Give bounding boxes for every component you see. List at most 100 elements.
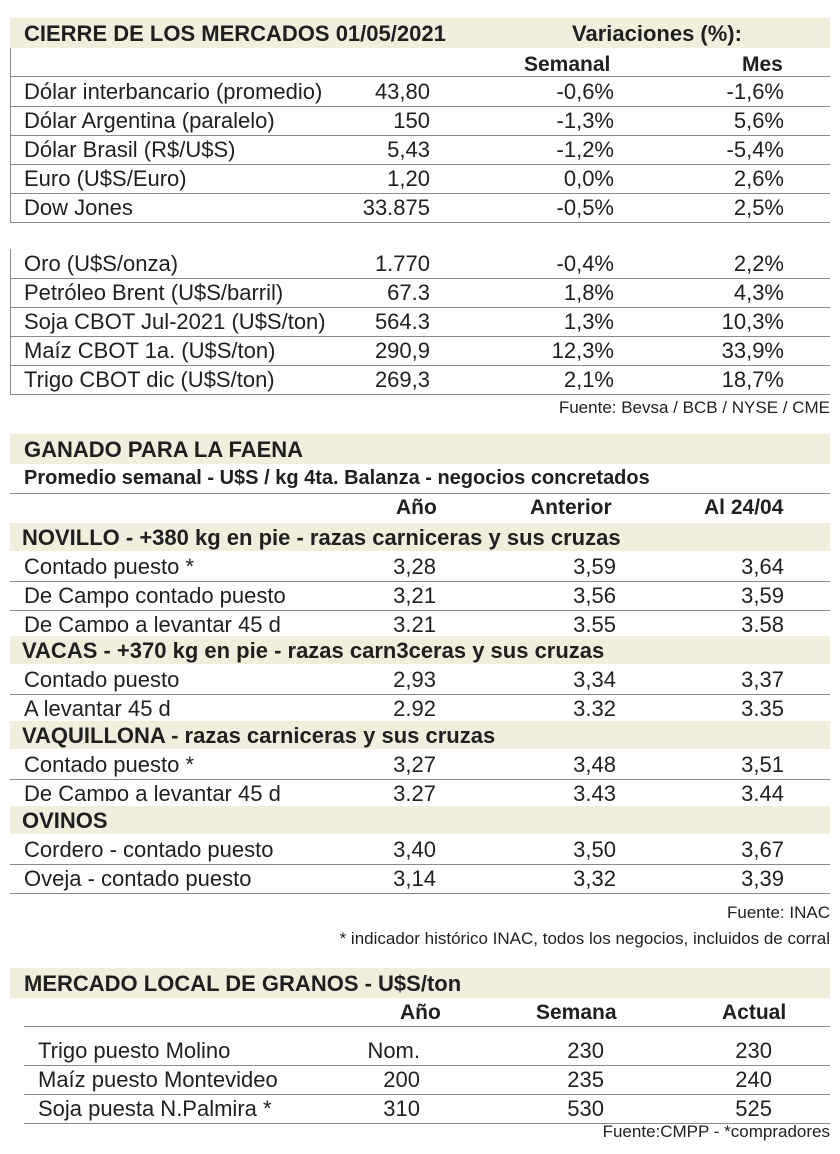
row-month: 5,6% <box>733 108 784 133</box>
markets-source: Fuente: Bevsa / BCB / NYSE / CME <box>558 398 830 417</box>
row-weekly: 1,3% <box>563 309 614 334</box>
cattle-subtitle: Promedio semanal - U$S / kg 4ta. Balanza… <box>24 467 650 489</box>
row-label: Dow Jones <box>24 195 133 220</box>
row-label: Soja CBOT Jul-2021 (U$S/ton) <box>24 309 326 334</box>
table-row: Dólar Argentina (paralelo) 150 -1,3% 5,6% <box>10 106 830 136</box>
row-date: 3,59 <box>741 583 784 608</box>
table-row: Maíz puesto Montevideo 200 235 240 <box>24 1065 830 1095</box>
cattle-col-prev: Anterior <box>530 496 612 519</box>
cattle-title: GANADO PARA LA FAENA <box>24 437 304 462</box>
table-row: Cordero - contado puesto 3,40 3,50 3,67 <box>10 835 830 865</box>
row-value: 1,20 <box>387 166 430 191</box>
row-month: 4,3% <box>733 280 784 305</box>
table-row: Trigo CBOT dic (U$S/ton) 269,3 2,1% 18,7% <box>10 365 830 395</box>
row-value: 43,80 <box>374 79 430 104</box>
row-month: 18,7% <box>721 367 784 392</box>
group-header-band <box>10 523 830 551</box>
row-prev: 3,55 <box>573 612 616 633</box>
row-divider <box>10 249 11 279</box>
group-title: VAQUILLONA - razas carniceras y sus cruz… <box>22 723 496 748</box>
row-label: Contado puesto * <box>24 752 195 777</box>
row-label: Contado puesto <box>24 667 180 692</box>
markets-header-band <box>10 18 830 48</box>
row-weekly: 12,3% <box>551 338 614 363</box>
row-current: 240 <box>735 1067 772 1092</box>
row-label: Contado puesto * <box>24 554 195 579</box>
row-label: Trigo CBOT dic (U$S/ton) <box>24 367 275 392</box>
table-row: Maíz CBOT 1a. (U$S/ton) 290,9 12,3% 33,9% <box>10 336 830 366</box>
row-date: 3,67 <box>741 837 784 862</box>
row-label: De Campo contado puesto <box>24 583 286 608</box>
markets-variations-label: Variaciones (%): <box>572 21 742 46</box>
table-row: Euro (U$S/Euro) 1,20 0,0% 2,6% <box>10 164 830 194</box>
group-title: NOVILLO - +380 kg en pie - razas carnice… <box>22 525 621 550</box>
row-month: 2,6% <box>733 166 784 191</box>
row-week: 235 <box>567 1067 604 1092</box>
row-year: 3,28 <box>393 554 436 579</box>
row-label: Euro (U$S/Euro) <box>24 166 187 191</box>
table-row: Oro (U$S/onza) 1.770 -0,4% 2,2% <box>10 249 830 279</box>
row-value: 1.770 <box>374 251 430 276</box>
row-weekly: -0,6% <box>556 79 614 104</box>
row-divider <box>10 307 11 337</box>
row-year: 3,40 <box>393 837 436 862</box>
row-year: 2,93 <box>393 667 436 692</box>
table-row: Contado puesto 2,93 3,34 3,37 <box>10 665 830 695</box>
row-date: 3,39 <box>741 866 784 891</box>
row-divider <box>10 336 11 366</box>
row-prev: 3,50 <box>573 837 616 862</box>
row-label: Oveja - contado puesto <box>24 866 252 891</box>
table-row: Contado puesto * 3,28 3,59 3,64 <box>10 552 830 582</box>
table-row: De Campo a levantar 45 d 3,27 3,43 3,44 <box>10 779 830 802</box>
row-weekly: -0,4% <box>556 251 614 276</box>
row-divider <box>10 164 11 194</box>
markets-header-rule <box>10 76 830 77</box>
grains-header-band <box>10 968 830 998</box>
row-date: 3,58 <box>741 612 784 633</box>
row-prev: 3,48 <box>573 752 616 777</box>
row-weekly: 0,0% <box>563 166 614 191</box>
table-row: Dow Jones 33.875 -0,5% 2,5% <box>10 193 830 223</box>
grains-col-week: Semana <box>536 1001 617 1024</box>
table-row: Contado puesto * 3,27 3,48 3,51 <box>10 750 830 780</box>
row-label: Dólar interbancario (promedio) <box>24 79 323 104</box>
row-label: Dólar Brasil (R$/U$S) <box>24 137 236 162</box>
row-label: Maíz puesto Montevideo <box>38 1067 278 1092</box>
row-label: Trigo puesto Molino <box>38 1038 231 1063</box>
group-title: VACAS - +370 kg en pie - razas carn3cera… <box>22 638 605 663</box>
row-year: 3,27 <box>393 781 436 802</box>
grains-header-rule <box>24 1026 830 1027</box>
cattle-note: * indicador histórico INAC, todos los ne… <box>339 929 830 948</box>
table-row: Petróleo Brent (U$S/barril) 67.3 1,8% 4,3% <box>10 278 830 308</box>
cattle-col-date: Al 24/04 <box>704 496 784 519</box>
table-row: De Campo contado puesto 3,21 3,56 3,59 <box>10 581 830 611</box>
row-value: 269,3 <box>374 367 430 392</box>
row-month: 33,9% <box>721 338 784 363</box>
row-label: De Campo a levantar 45 d <box>24 612 281 633</box>
row-label: Maíz CBOT 1a. (U$S/ton) <box>24 338 276 363</box>
row-date: 3,51 <box>741 752 784 777</box>
row-divider <box>10 135 11 165</box>
row-month: 10,3% <box>721 309 784 334</box>
row-label: De Campo a levantar 45 d <box>24 781 281 802</box>
table-row: Oveja - contado puesto 3,14 3,32 3,39 <box>10 864 830 894</box>
cattle-col-year: Año <box>396 496 437 519</box>
row-month: 2,5% <box>733 195 784 220</box>
row-prev: 3,56 <box>573 583 616 608</box>
row-week: 230 <box>567 1038 604 1063</box>
row-date: 3,44 <box>741 781 784 802</box>
row-year: 310 <box>383 1096 420 1121</box>
grains-col-current: Actual <box>722 1001 787 1024</box>
markets-divider <box>10 48 11 76</box>
row-value: 564.3 <box>374 309 430 334</box>
row-prev: 3,43 <box>573 781 616 802</box>
group-header-band <box>10 721 830 749</box>
row-divider <box>10 193 11 223</box>
row-label: Soja puesta N.Palmira * <box>38 1096 272 1121</box>
row-prev: 3,32 <box>573 696 616 717</box>
row-year: 3,14 <box>393 866 436 891</box>
row-value: 33.875 <box>362 195 430 220</box>
row-date: 3,37 <box>741 667 784 692</box>
row-label: A levantar 45 d <box>24 696 171 717</box>
grains-col-year: Año <box>400 1001 441 1024</box>
